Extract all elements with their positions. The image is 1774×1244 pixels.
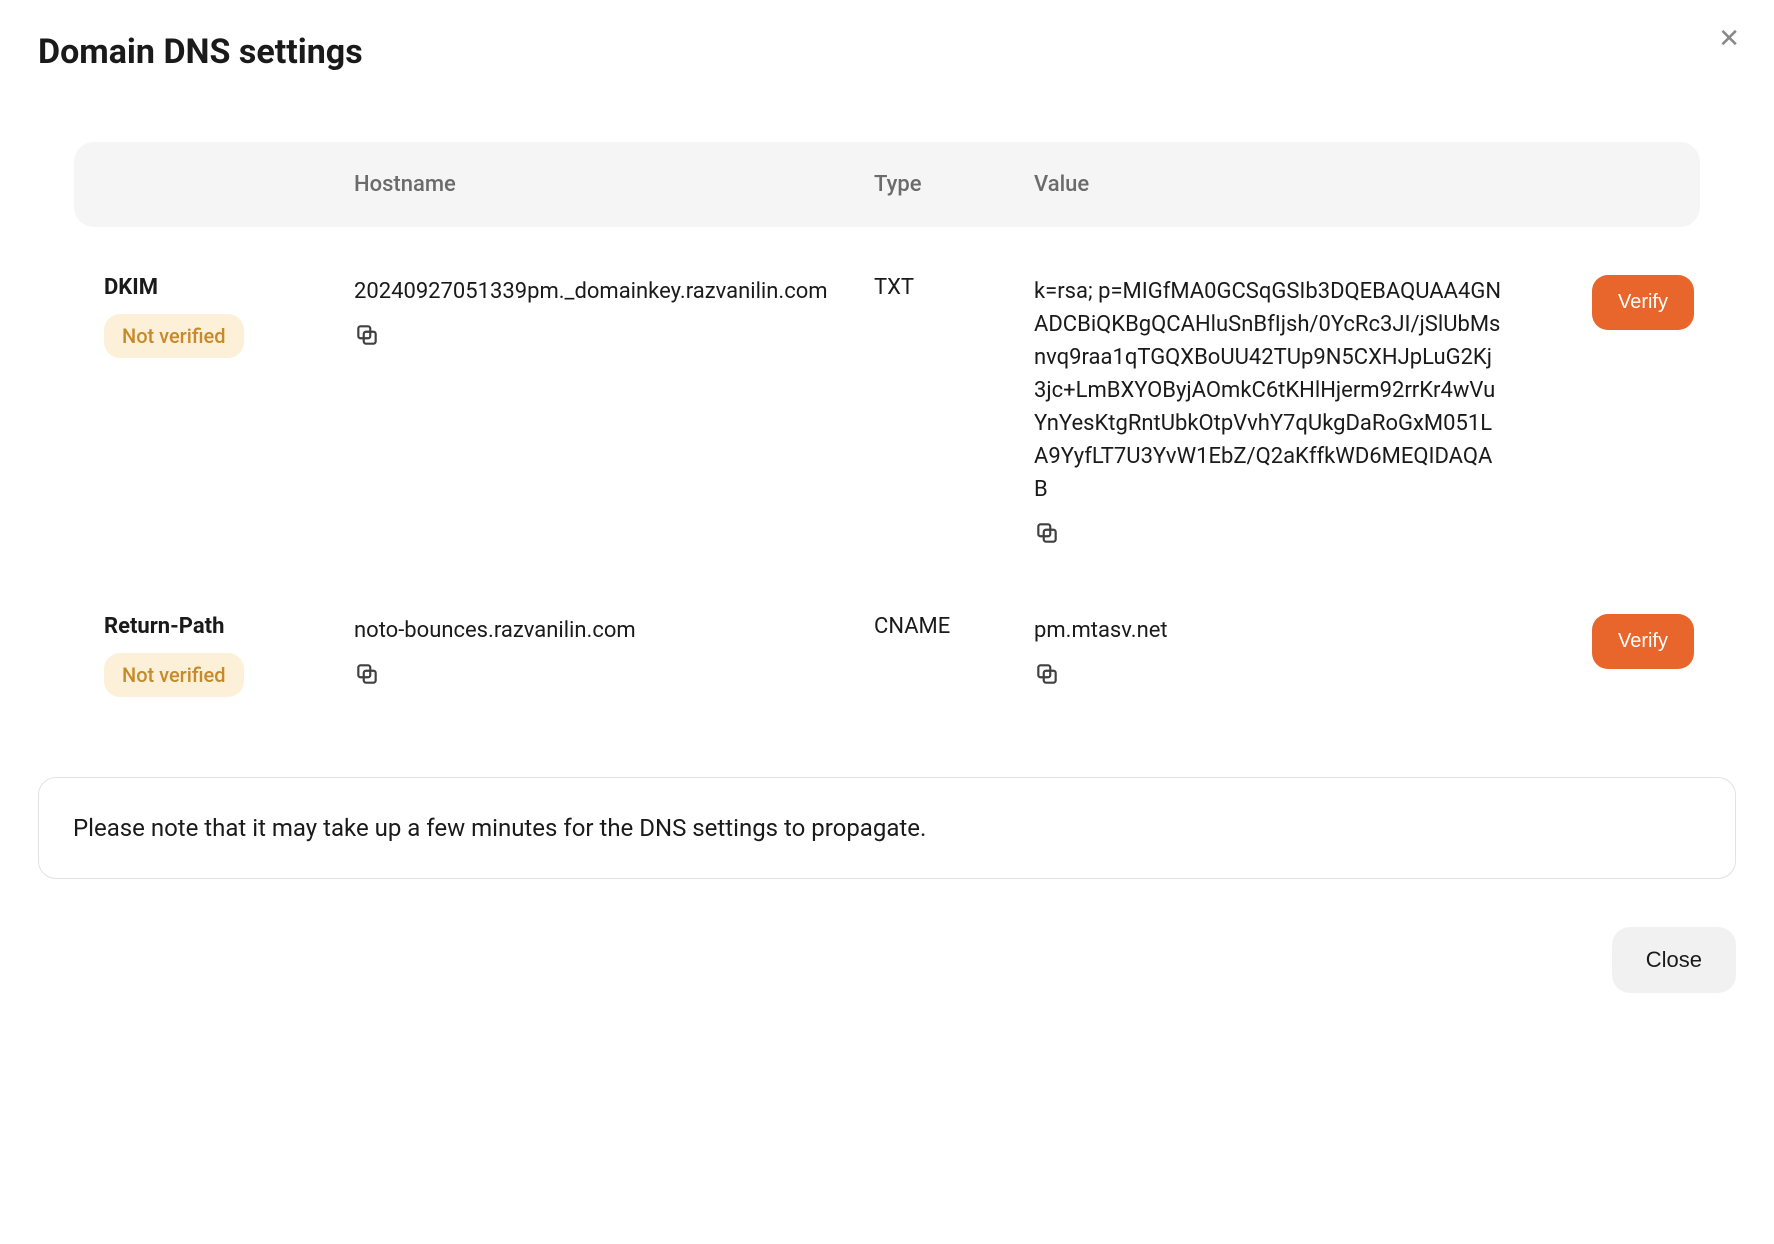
table-row: Return-Path Not verified noto-bounces.ra… [74,566,1700,707]
cell-type: TXT [874,275,1034,300]
cell-value: pm.mtasv.net [1034,614,1544,697]
hostname-value: 20240927051339pm._domainkey.razvanilin.c… [354,279,828,304]
col-type: Type [874,172,1034,197]
record-name: DKIM [104,275,354,300]
copy-icon[interactable] [354,322,380,348]
dialog-title: Domain DNS settings [38,32,363,72]
record-name: Return-Path [104,614,354,639]
hostname-value: noto-bounces.razvanilin.com [354,618,636,643]
propagation-note: Please note that it may take up a few mi… [38,777,1736,879]
close-icon[interactable]: ✕ [1714,22,1744,56]
table-row: DKIM Not verified 20240927051339pm._doma… [74,227,1700,566]
col-value: Value [1034,172,1544,197]
cell-value: k=rsa; p=MIGfMA0GCSqGSIb3DQEBAQUAA4GNADC… [1034,275,1544,556]
verify-button[interactable]: Verify [1592,275,1694,330]
copy-icon[interactable] [1034,520,1060,546]
record-value: k=rsa; p=MIGfMA0GCSqGSIb3DQEBAQUAA4GNADC… [1034,279,1501,502]
copy-icon[interactable] [1034,661,1060,687]
cell-action: Verify [1544,614,1724,669]
cell-record-name: DKIM Not verified [74,275,354,358]
cell-hostname: 20240927051339pm._domainkey.razvanilin.c… [354,275,874,358]
copy-icon[interactable] [354,661,380,687]
col-hostname: Hostname [354,172,874,197]
status-badge: Not verified [104,653,244,697]
cell-action: Verify [1544,275,1724,330]
verify-button[interactable]: Verify [1592,614,1694,669]
cell-type: CNAME [874,614,1034,639]
dialog-header: Domain DNS settings ✕ [38,32,1736,72]
cell-hostname: noto-bounces.razvanilin.com [354,614,874,697]
dialog-footer: Close [38,927,1736,993]
close-button[interactable]: Close [1612,927,1736,993]
table-header: Hostname Type Value [74,142,1700,227]
dns-table: Hostname Type Value DKIM Not verified 20… [74,142,1700,707]
status-badge: Not verified [104,314,244,358]
record-value: pm.mtasv.net [1034,618,1168,643]
cell-record-name: Return-Path Not verified [74,614,354,697]
